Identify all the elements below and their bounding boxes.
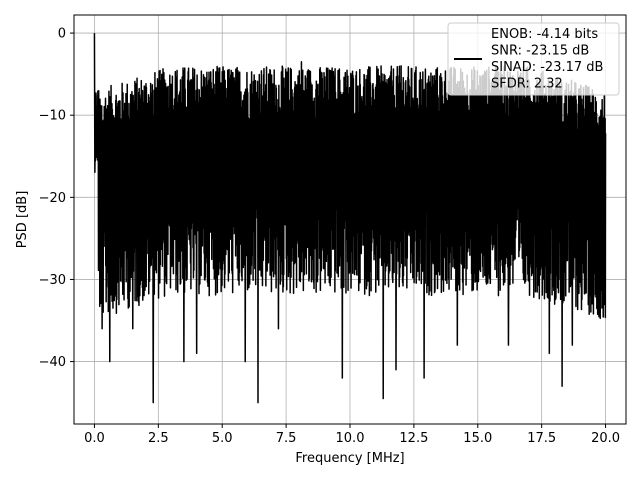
axis-ticks: 0.0 2.5 5.0 7.5 10.0 12.5 15.0 17.5 20.0 0 −10 −20 −… <box>39 27 620 446</box>
x-tick-label: 7.5 <box>276 431 297 446</box>
legend-snr: SNR: -23.15 dB <box>491 44 589 59</box>
x-tick-label: 2.5 <box>148 431 169 446</box>
x-tick-label: 5.0 <box>212 431 233 446</box>
legend-sfdr: SFDR: 2.32 <box>491 77 563 92</box>
y-tick-label: −20 <box>39 191 66 206</box>
x-tick-label: 15.0 <box>463 431 492 446</box>
y-tick-label: −30 <box>39 273 66 288</box>
plot-frame <box>73 14 627 425</box>
x-tick-label: 10.0 <box>336 431 365 446</box>
y-tick-label: 0 <box>58 27 66 42</box>
x-axis-label: Frequency [MHz] <box>295 451 404 466</box>
x-tick-label: 20.0 <box>591 431 620 446</box>
x-tick-label: 17.5 <box>527 431 556 446</box>
y-axis-label: PSD [dB] <box>15 191 30 249</box>
legend-box <box>447 22 620 96</box>
x-tick-label: 0.0 <box>84 431 105 446</box>
y-tick-label: −10 <box>39 109 66 124</box>
legend: ENOB: -4.14 bits SNR: -23.15 dB SINAD: -… <box>447 22 620 96</box>
psd-series-line <box>93 33 607 404</box>
y-tick-label: −40 <box>39 355 66 370</box>
legend-sinad: SINAD: -23.17 dB <box>491 60 603 75</box>
x-tick-label: 12.5 <box>399 431 428 446</box>
series-layer <box>93 33 607 404</box>
legend-enob: ENOB: -4.14 bits <box>491 27 598 42</box>
